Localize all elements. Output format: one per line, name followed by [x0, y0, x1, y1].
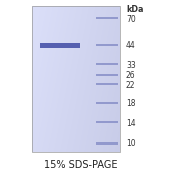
Text: 10: 10 — [126, 138, 136, 147]
Bar — [96, 83, 118, 85]
Text: 14: 14 — [126, 118, 136, 127]
Bar — [40, 42, 80, 48]
Text: 18: 18 — [126, 100, 136, 109]
Text: 22: 22 — [126, 80, 136, 89]
Bar — [96, 74, 118, 76]
Bar — [96, 44, 118, 46]
Bar — [96, 63, 118, 65]
Text: 44: 44 — [126, 42, 136, 51]
Text: 33: 33 — [126, 60, 136, 69]
Text: kDa: kDa — [126, 6, 143, 15]
Bar — [96, 17, 118, 19]
Bar — [96, 102, 118, 104]
Text: 26: 26 — [126, 71, 136, 80]
Bar — [96, 121, 118, 123]
Text: 70: 70 — [126, 15, 136, 24]
Text: 15% SDS-PAGE: 15% SDS-PAGE — [44, 160, 118, 170]
Bar — [96, 141, 118, 145]
Bar — [32, 6, 120, 152]
